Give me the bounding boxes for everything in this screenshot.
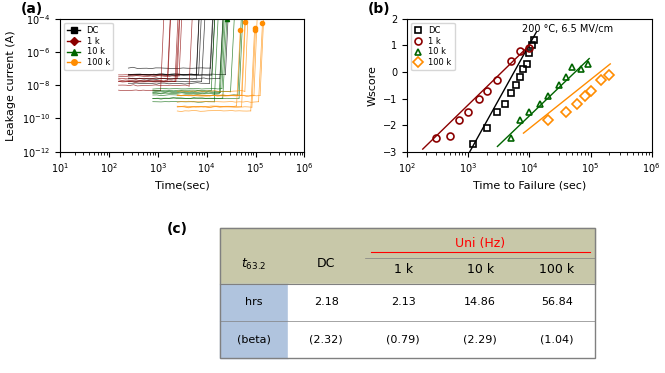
Text: 10 k: 10 k [467, 263, 493, 276]
Legend: DC, 1 k, 10 k, 100 k: DC, 1 k, 10 k, 100 k [411, 23, 455, 70]
Text: DC: DC [317, 257, 335, 270]
Y-axis label: Wscore: Wscore [368, 65, 378, 106]
X-axis label: Time(sec): Time(sec) [155, 181, 209, 191]
Text: 200 °C, 6.5 MV/cm: 200 °C, 6.5 MV/cm [522, 24, 613, 34]
Text: (c): (c) [166, 222, 188, 236]
Text: hrs: hrs [245, 297, 263, 307]
Text: 14.86: 14.86 [464, 297, 496, 307]
Text: 2.13: 2.13 [391, 297, 416, 307]
Legend: DC, 1 k, 10 k, 100 k: DC, 1 k, 10 k, 100 k [64, 23, 113, 70]
Text: (b): (b) [368, 2, 390, 16]
Text: $t_{63.2}$: $t_{63.2}$ [241, 256, 266, 272]
Text: Uni (Hz): Uni (Hz) [455, 237, 505, 250]
Y-axis label: Leakage current (A): Leakage current (A) [6, 30, 16, 141]
Text: (a): (a) [21, 2, 43, 16]
Text: (1.04): (1.04) [540, 335, 574, 344]
X-axis label: Time to Failure (sec): Time to Failure (sec) [473, 181, 586, 191]
Text: 1 k: 1 k [394, 263, 413, 276]
Text: 100 k: 100 k [539, 263, 575, 276]
Text: 2.18: 2.18 [314, 297, 338, 307]
Text: (beta): (beta) [237, 335, 271, 344]
Text: (2.29): (2.29) [464, 335, 497, 344]
Text: (2.32): (2.32) [309, 335, 343, 344]
Text: (0.79): (0.79) [386, 335, 420, 344]
Text: 56.84: 56.84 [541, 297, 573, 307]
